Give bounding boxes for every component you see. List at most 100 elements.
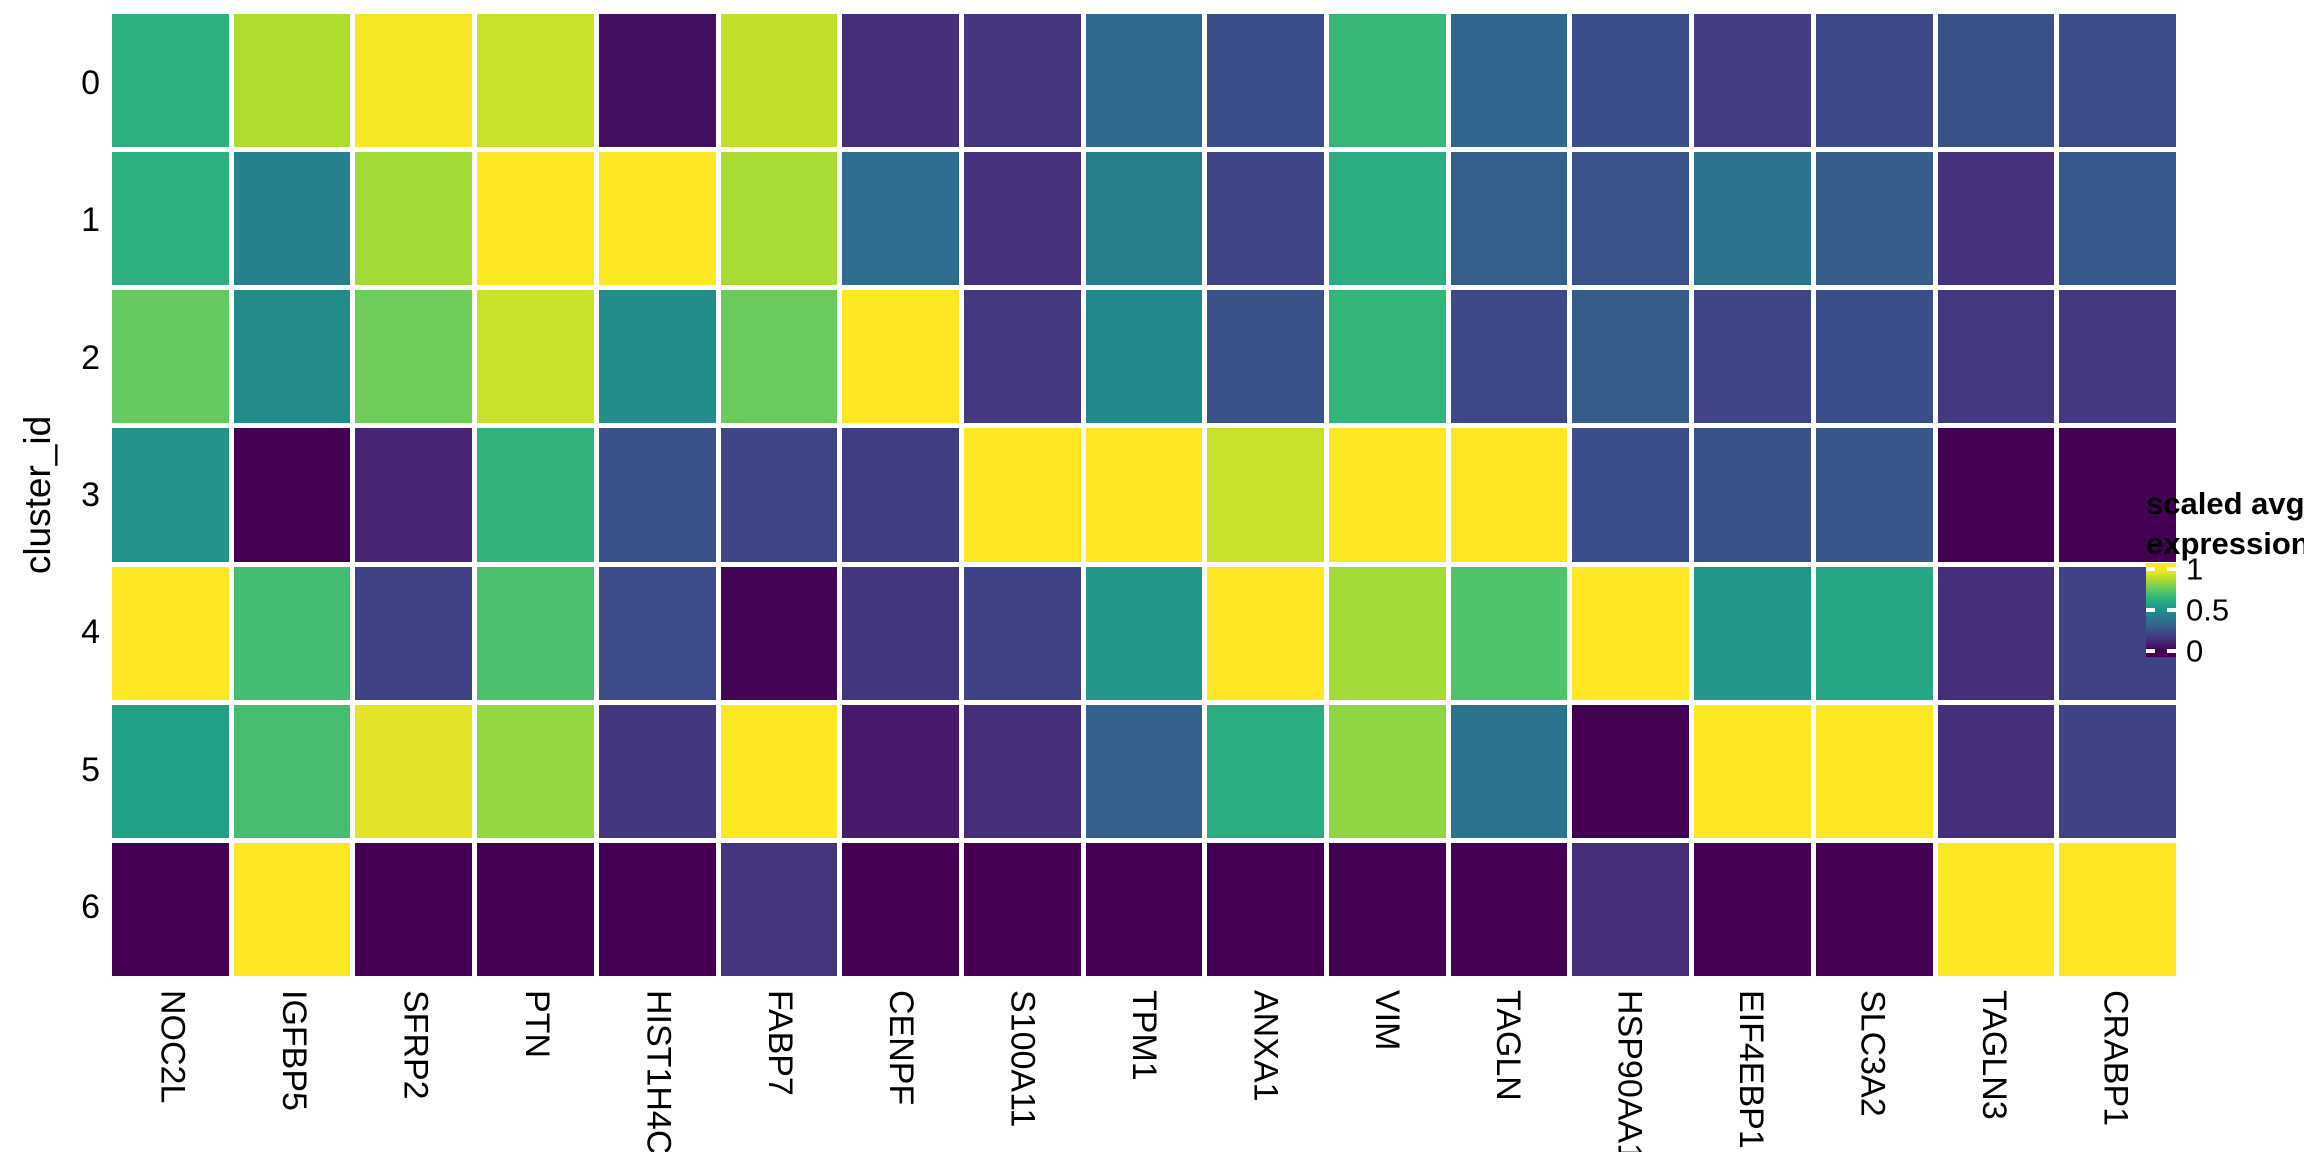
heatmap-cell bbox=[477, 566, 594, 700]
heatmap-cell bbox=[1085, 428, 1203, 562]
heatmap-cell bbox=[2059, 428, 2176, 562]
heatmap-cell bbox=[112, 152, 229, 286]
heatmap-cell bbox=[1572, 290, 1690, 424]
legend-tick-label: 0 bbox=[2186, 633, 2204, 669]
heatmap-cell bbox=[355, 290, 473, 424]
heatmap-cell bbox=[1207, 704, 1325, 838]
heatmap-cell bbox=[1694, 566, 1811, 700]
heatmap-cell bbox=[112, 14, 229, 148]
heatmap-cell bbox=[1815, 566, 1933, 700]
x-tick-label: PTN bbox=[517, 990, 556, 1058]
heatmap-cell bbox=[233, 14, 351, 148]
heatmap-cell bbox=[1450, 842, 1568, 976]
heatmap-cell bbox=[1085, 152, 1203, 286]
heatmap-cell bbox=[963, 566, 1081, 700]
x-tick-label: HSP90AA1 bbox=[1610, 990, 1649, 1152]
heatmap-cell bbox=[842, 428, 959, 562]
x-tick-label: S100A11 bbox=[1003, 990, 1042, 1128]
heatmap-cell bbox=[1572, 566, 1690, 700]
heatmap-cell bbox=[477, 14, 594, 148]
heatmap-cell bbox=[1329, 152, 1446, 286]
legend-title-line1: scaled avg. bbox=[2146, 486, 2304, 521]
heatmap-cell bbox=[1207, 566, 1325, 700]
heatmap-cell bbox=[1937, 290, 2055, 424]
heatmap-cell bbox=[598, 14, 716, 148]
heatmap-cell bbox=[355, 566, 473, 700]
y-tick-label: 5 bbox=[81, 750, 100, 789]
x-tick-label: NOC2L bbox=[153, 990, 192, 1104]
heatmap-cell bbox=[963, 290, 1081, 424]
heatmap-cell bbox=[1329, 428, 1446, 562]
x-tick-label: ANXA1 bbox=[1246, 990, 1285, 1102]
x-tick-label: TPM1 bbox=[1125, 990, 1163, 1081]
heatmap-cell bbox=[963, 14, 1081, 148]
heatmap-cell bbox=[1329, 290, 1446, 424]
heatmap-cell bbox=[1085, 842, 1203, 976]
x-tick-label: EIF4EBP1 bbox=[1732, 990, 1771, 1149]
heatmap-cell bbox=[1207, 428, 1325, 562]
heatmap-cell bbox=[233, 428, 351, 562]
heatmap-cell bbox=[1815, 14, 1933, 148]
y-tick-label: 4 bbox=[81, 613, 100, 652]
heatmap-cell bbox=[1450, 704, 1568, 838]
heatmap-cell bbox=[1329, 704, 1446, 838]
heatmap-cell bbox=[598, 152, 716, 286]
heatmap-cell bbox=[1207, 290, 1325, 424]
heatmap-cell bbox=[2059, 290, 2176, 424]
heatmap-cell bbox=[233, 842, 351, 976]
heatmap-cell bbox=[233, 566, 351, 700]
x-tick-label: VIM bbox=[1367, 990, 1406, 1051]
legend-tick-mark bbox=[2146, 608, 2155, 612]
heatmap-cell bbox=[112, 290, 229, 424]
x-tick-label: IGFBP5 bbox=[275, 990, 314, 1111]
heatmap-cell bbox=[1450, 14, 1568, 148]
heatmap-cell bbox=[1694, 152, 1811, 286]
heatmap-cell bbox=[1329, 842, 1446, 976]
heatmap-cell bbox=[112, 566, 229, 700]
heatmap-cell bbox=[1937, 704, 2055, 838]
heatmap-cell bbox=[1937, 14, 2055, 148]
heatmap-cell bbox=[2059, 152, 2176, 286]
heatmap-cell bbox=[842, 152, 959, 286]
heatmap-cell bbox=[842, 14, 959, 148]
heatmap-cell bbox=[2059, 842, 2176, 976]
heatmap-cell bbox=[1085, 566, 1203, 700]
heatmap-cell bbox=[1694, 704, 1811, 838]
heatmap-cell bbox=[1207, 842, 1325, 976]
heatmap-cell bbox=[720, 290, 838, 424]
heatmap-cell bbox=[1572, 14, 1690, 148]
heatmap-cell bbox=[1937, 566, 2055, 700]
heatmap-cell bbox=[963, 152, 1081, 286]
heatmap-cell bbox=[1572, 704, 1690, 838]
heatmap-cell bbox=[598, 428, 716, 562]
heatmap-cell bbox=[233, 290, 351, 424]
heatmap-cell bbox=[1694, 428, 1811, 562]
legend-tick-mark bbox=[2146, 567, 2155, 572]
heatmap-cell bbox=[1085, 704, 1203, 838]
heatmap-cell bbox=[1815, 290, 1933, 424]
heatmap-cell bbox=[1694, 842, 1811, 976]
heatmap-cell bbox=[1450, 428, 1568, 562]
heatmap-cell bbox=[720, 14, 838, 148]
heatmap-cell bbox=[1329, 566, 1446, 700]
heatmap-cell bbox=[720, 566, 838, 700]
heatmap-cell bbox=[477, 428, 594, 562]
y-tick-label: 2 bbox=[81, 338, 100, 377]
legend-tick-mark bbox=[2167, 567, 2176, 572]
heatmap-cell bbox=[477, 290, 594, 424]
heatmap-cell bbox=[1937, 152, 2055, 286]
x-tick-label: FABP7 bbox=[760, 990, 799, 1096]
heatmap-cell bbox=[598, 290, 716, 424]
heatmap-cell bbox=[720, 704, 838, 838]
heatmap-cell bbox=[963, 704, 1081, 838]
heatmap-cell bbox=[1694, 14, 1811, 148]
heatmap-cell bbox=[1329, 14, 1446, 148]
heatmap-cell bbox=[1815, 428, 1933, 562]
x-tick-label: HIST1H4C bbox=[639, 990, 678, 1152]
heatmap-cell bbox=[1572, 428, 1690, 562]
heatmap-cell bbox=[355, 14, 473, 148]
heatmap-cell bbox=[477, 704, 594, 838]
heatmap-cell bbox=[1937, 842, 2055, 976]
heatmap-cell bbox=[355, 152, 473, 286]
